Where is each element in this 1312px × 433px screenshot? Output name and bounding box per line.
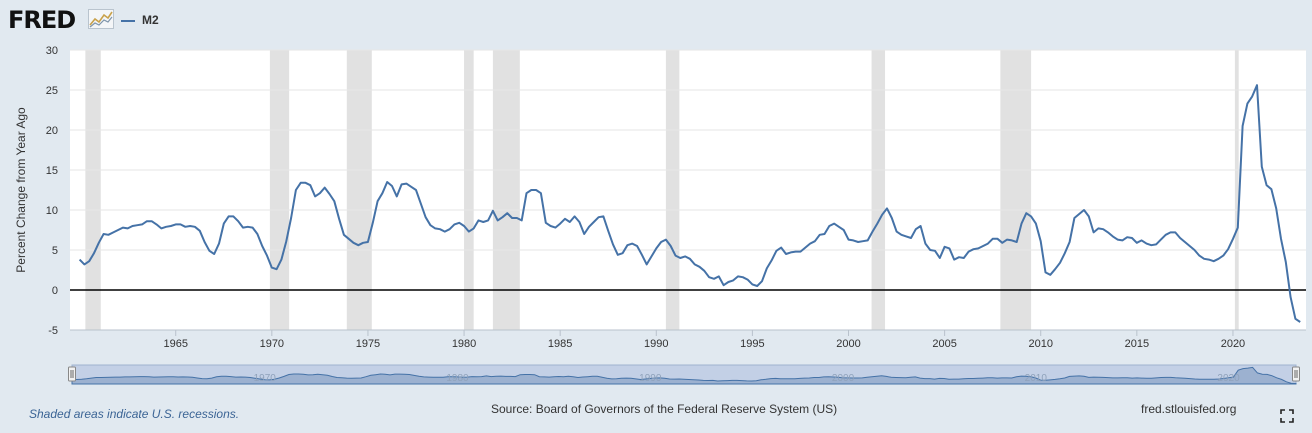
recession-band — [492, 50, 520, 330]
source-citation: Source: Board of Governors of the Federa… — [491, 402, 838, 416]
recession-band — [269, 50, 290, 330]
navigator-handle-left[interactable] — [68, 366, 76, 382]
recession-band — [665, 50, 680, 330]
x-tick-label: 1975 — [356, 338, 380, 350]
y-tick-label: 30 — [46, 45, 58, 57]
x-tick-label: 1980 — [452, 338, 476, 350]
legend-swatch — [121, 20, 135, 22]
series-line-m2 — [78, 84, 1301, 323]
y-tick-label: -5 — [48, 325, 58, 337]
recession-band — [1234, 50, 1239, 330]
x-tick-label: 2020 — [1221, 338, 1245, 350]
navigator-handle-right[interactable] — [1292, 366, 1300, 382]
y-tick-label: 0 — [52, 285, 58, 297]
x-tick-label: 1970 — [260, 338, 284, 350]
x-tick-label: 2010 — [1028, 338, 1052, 350]
axes: -5 0 5 10 15 20 25 30 1965 1970 1975 1980 1985 1990 19… — [46, 45, 1306, 350]
navigator-tick-label: 1970 — [254, 373, 277, 384]
x-tick-label: 2000 — [836, 338, 860, 350]
y-tick-label: 20 — [46, 125, 58, 137]
site-link[interactable]: fred.stlouisfed.org — [1141, 402, 1237, 416]
series-layer — [78, 84, 1301, 323]
navigator-tick-label: 1980 — [446, 373, 469, 384]
y-tick-label: 10 — [46, 205, 58, 217]
y-tick-label: 15 — [46, 165, 58, 177]
legend-label: M2 — [142, 13, 159, 27]
recession-band — [85, 50, 101, 330]
navigator-tick-label: 2020 — [1217, 373, 1240, 384]
navigator-series — [71, 366, 1297, 385]
y-tick-label: 25 — [46, 85, 58, 97]
fred-line-graph-icon — [88, 9, 114, 29]
recession-band — [1000, 50, 1032, 330]
y-axis-label: Percent Change from Year Ago — [14, 107, 28, 273]
x-tick-label: 1985 — [548, 338, 572, 350]
range-navigator[interactable]: 1970 1980 1990 2000 2010 2020 — [68, 364, 1300, 385]
navigator-tick-label: 2000 — [832, 373, 855, 384]
chart-header: FRED M2 — [0, 0, 1312, 44]
navigator-tick-label: 2010 — [1025, 373, 1048, 384]
recession-band — [346, 50, 372, 330]
x-tick-label: 1995 — [740, 338, 764, 350]
y-tick-label: 5 — [52, 245, 58, 257]
recession-band — [871, 50, 886, 330]
fullscreen-expand-icon[interactable] — [1280, 409, 1294, 423]
x-tick-label: 2005 — [932, 338, 956, 350]
recession-band — [464, 50, 474, 330]
plot-area — [70, 50, 1306, 330]
x-tick-label: 1990 — [644, 338, 668, 350]
recession-note: Shaded areas indicate U.S. recessions. — [29, 407, 240, 421]
x-tick-label: 1965 — [163, 338, 187, 350]
x-tick-label: 2015 — [1125, 338, 1149, 350]
fred-logo[interactable]: FRED — [8, 6, 76, 34]
navigator-tick-label: 1990 — [639, 373, 662, 384]
